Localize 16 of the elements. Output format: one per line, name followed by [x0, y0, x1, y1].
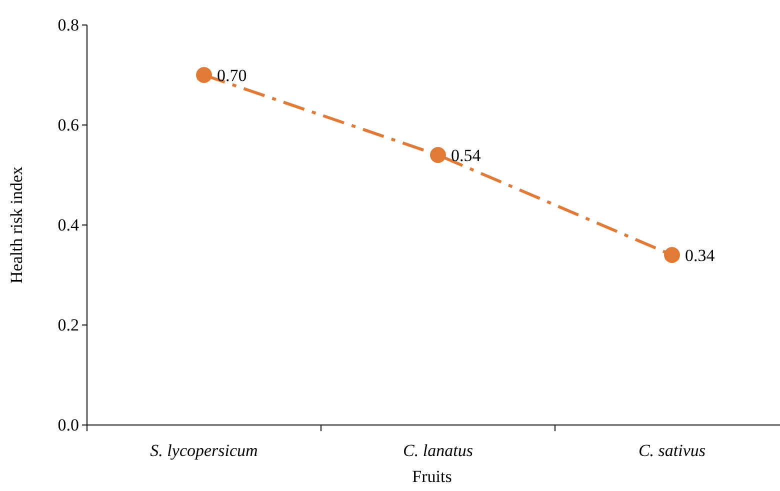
point — [430, 147, 446, 163]
y-tick-label: 0.4 — [58, 215, 80, 234]
x-tick-label: C. lanatus — [403, 441, 474, 460]
y-tick-label: 0.8 — [58, 15, 79, 34]
y-tick-label: 0.6 — [58, 115, 79, 134]
y-axis-title: Health risk index — [7, 166, 26, 284]
data-label: 0.70 — [217, 66, 247, 85]
x-axis-title: Fruits — [412, 467, 452, 486]
x-tick-label: S. lycopersicum — [150, 441, 258, 460]
y-tick-label: 0.0 — [58, 415, 79, 434]
data-label: 0.54 — [451, 146, 482, 165]
data-label: 0.34 — [685, 246, 716, 265]
point — [664, 247, 680, 263]
y-tick-label: 0.2 — [58, 315, 79, 334]
point — [196, 67, 212, 83]
x-tick-label: C. sativus — [638, 441, 706, 460]
